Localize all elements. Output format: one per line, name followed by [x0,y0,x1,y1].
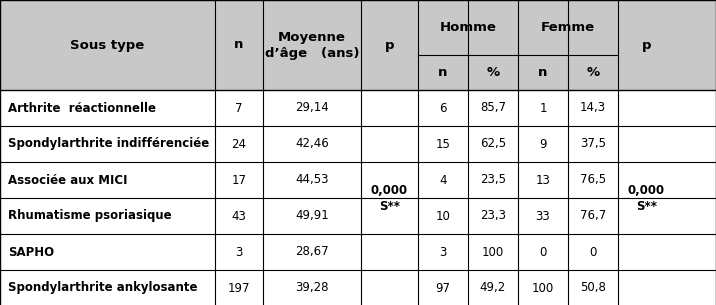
Text: 13: 13 [536,174,551,186]
Text: 0: 0 [539,246,547,259]
Text: 39,28: 39,28 [295,282,329,295]
Bar [0,234,716,270]
Text: 43: 43 [231,210,246,223]
Text: Spondylarthrite ankylosante: Spondylarthrite ankylosante [8,282,198,295]
Text: 0,000
S**: 0,000 S** [628,184,665,213]
Text: Homme: Homme [440,21,496,34]
Text: Associée aux MICI: Associée aux MICI [8,174,127,186]
Text: 1: 1 [539,102,547,114]
Text: 197: 197 [228,282,251,295]
Text: 49,2: 49,2 [480,282,506,295]
Text: 14,3: 14,3 [580,102,606,114]
Text: 6: 6 [439,102,447,114]
Text: 23,3: 23,3 [480,210,506,223]
Bar [0,0,716,55]
Text: Moyenne
d’âge   (ans): Moyenne d’âge (ans) [265,30,359,59]
Text: 50,8: 50,8 [580,282,606,295]
Text: Arthrite  réactionnelle: Arthrite réactionnelle [8,102,156,114]
Text: 33: 33 [536,210,551,223]
Text: %: % [586,66,599,79]
Text: %: % [486,66,500,79]
Text: 62,5: 62,5 [480,138,506,150]
Text: 4: 4 [439,174,447,186]
Text: 23,5: 23,5 [480,174,506,186]
Text: 28,67: 28,67 [295,246,329,259]
Text: SAPHO: SAPHO [8,246,54,259]
Text: Femme: Femme [541,21,595,34]
Bar [0,90,716,126]
Text: 100: 100 [532,282,554,295]
Bar [0,270,716,305]
Text: 10: 10 [435,210,450,223]
Text: Sous type: Sous type [70,38,145,52]
Text: Spondylarthrite indifférenciée: Spondylarthrite indifférenciée [8,138,209,150]
Text: Rhumatisme psoriasique: Rhumatisme psoriasique [8,210,172,223]
Bar [0,162,716,198]
Text: 15: 15 [435,138,450,150]
Text: 76,7: 76,7 [580,210,606,223]
Bar [0,126,716,162]
Text: 37,5: 37,5 [580,138,606,150]
Text: 3: 3 [236,246,243,259]
Text: 97: 97 [435,282,450,295]
Bar [0,55,716,90]
Text: p: p [642,38,652,52]
Text: 85,7: 85,7 [480,102,506,114]
Text: 0,000
S**: 0,000 S** [371,184,408,213]
Text: n: n [438,66,448,79]
Text: 0: 0 [589,246,596,259]
Text: 7: 7 [236,102,243,114]
Text: 3: 3 [440,246,447,259]
Text: n: n [234,38,243,52]
Bar [0,198,716,234]
Text: 24: 24 [231,138,246,150]
Text: 29,14: 29,14 [295,102,329,114]
Text: 76,5: 76,5 [580,174,606,186]
Text: 9: 9 [539,138,547,150]
Text: 100: 100 [482,246,504,259]
Text: 42,46: 42,46 [295,138,329,150]
Text: n: n [538,66,548,79]
Text: p: p [384,38,395,52]
Text: 49,91: 49,91 [295,210,329,223]
Text: 17: 17 [231,174,246,186]
Text: 44,53: 44,53 [295,174,329,186]
